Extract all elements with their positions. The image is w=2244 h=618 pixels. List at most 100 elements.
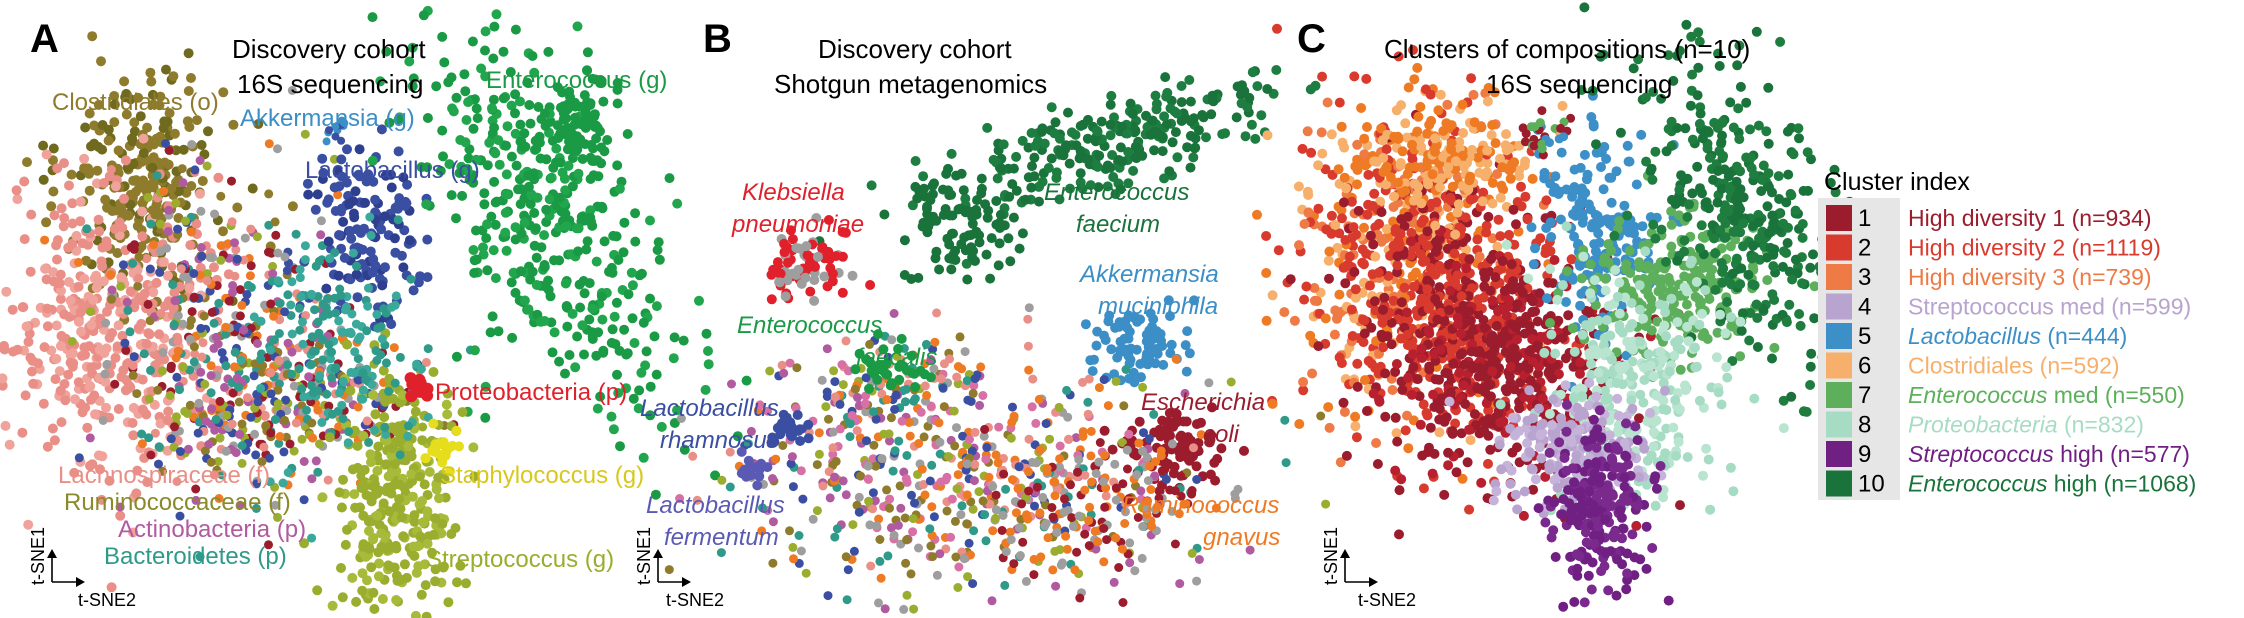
scatter-point xyxy=(368,587,379,598)
scatter-point xyxy=(395,352,405,362)
scatter-point xyxy=(324,309,334,319)
scatter-point xyxy=(1159,111,1170,122)
scatter-point xyxy=(196,367,206,377)
scatter-point xyxy=(501,245,512,256)
scatter-point xyxy=(1231,112,1242,123)
scatter-point xyxy=(1250,133,1261,144)
scatter-point xyxy=(958,185,969,196)
scatter-point xyxy=(579,349,589,360)
scatter-point xyxy=(1091,340,1102,351)
scatter-point xyxy=(1125,538,1135,548)
scatter-point xyxy=(311,261,321,271)
scatter-point xyxy=(246,282,256,292)
scatter-point xyxy=(1035,508,1045,518)
scatter-point xyxy=(239,325,249,335)
scatter-point xyxy=(1261,231,1272,241)
scatter-point xyxy=(269,311,279,321)
scatter-point xyxy=(928,552,938,562)
scatter-point xyxy=(1119,333,1130,344)
scatter-point xyxy=(48,267,59,278)
scatter-point xyxy=(228,119,239,130)
scatter-point xyxy=(451,425,462,436)
scatter-point xyxy=(822,344,832,354)
scatter-point xyxy=(173,224,183,234)
scatter-point xyxy=(985,273,996,284)
scatter-point xyxy=(135,111,146,122)
scatter-point xyxy=(317,418,327,427)
scatter-point xyxy=(437,31,448,42)
scatter-point xyxy=(918,171,929,182)
scatter-point xyxy=(925,476,935,486)
scatter-point xyxy=(222,410,232,420)
scatter-point xyxy=(1064,434,1074,444)
scatter-point xyxy=(821,402,831,412)
scatter-point xyxy=(113,145,124,156)
scatter-point xyxy=(854,492,864,502)
scatter-point xyxy=(515,119,526,130)
scatter-point xyxy=(221,322,231,332)
scatter-point xyxy=(58,221,69,232)
scatter-point xyxy=(1320,313,1331,324)
scatter-point xyxy=(237,419,247,429)
scatter-point xyxy=(1392,260,1403,271)
scatter-point xyxy=(1236,98,1247,109)
scatter-point xyxy=(988,482,998,491)
scatter-point xyxy=(381,358,391,368)
scatter-point xyxy=(998,510,1008,520)
scatter-point xyxy=(1176,97,1187,108)
scatter-point xyxy=(102,306,112,317)
scatter-point xyxy=(422,506,433,517)
scatter-point xyxy=(1039,138,1050,149)
scatter-point xyxy=(1402,329,1413,340)
scatter-point xyxy=(273,144,282,154)
scatter-point xyxy=(94,226,105,237)
scatter-point xyxy=(849,546,859,556)
scatter-point xyxy=(1056,560,1066,570)
scatter-point xyxy=(841,490,851,500)
scatter-point xyxy=(980,424,990,434)
scatter-point xyxy=(273,248,283,258)
scatter-point xyxy=(280,252,290,262)
scatter-point xyxy=(424,467,435,477)
scatter-point xyxy=(128,175,139,186)
scatter-point xyxy=(1207,90,1218,101)
scatter-point xyxy=(1105,130,1116,141)
scatter-point xyxy=(872,374,883,385)
scatter-point xyxy=(536,242,547,253)
scatter-point xyxy=(51,353,62,364)
scatter-point xyxy=(366,230,376,240)
scatter-point xyxy=(906,569,916,579)
scatter-point xyxy=(1147,115,1158,126)
scatter-point xyxy=(1181,416,1192,427)
scatter-point xyxy=(359,223,369,234)
scatter-point xyxy=(1399,282,1410,293)
scatter-point xyxy=(76,326,87,337)
scatter-point xyxy=(141,409,152,420)
scatter-point xyxy=(1094,457,1104,467)
scatter-point xyxy=(196,206,206,216)
scatter-point xyxy=(1392,436,1403,447)
scatter-point xyxy=(189,269,199,278)
scatter-point xyxy=(134,183,144,194)
scatter-point xyxy=(828,443,838,453)
scatter-point xyxy=(1062,385,1072,395)
scatter-point xyxy=(167,262,177,272)
scatter-point xyxy=(259,410,270,421)
scatter-point xyxy=(186,315,196,325)
scatter-point xyxy=(148,287,159,298)
scatter-point xyxy=(379,412,390,423)
scatter-point xyxy=(253,397,263,407)
scatter-point xyxy=(812,251,823,262)
scatter-point xyxy=(359,464,370,475)
scatter-point xyxy=(955,332,965,342)
scatter-point xyxy=(962,490,972,500)
scatter-point xyxy=(128,158,139,169)
scatter-point xyxy=(100,194,111,205)
scatter-point xyxy=(221,446,231,456)
scatter-point xyxy=(1307,368,1318,379)
scatter-point xyxy=(352,292,363,303)
scatter-point xyxy=(962,519,972,529)
scatter-point xyxy=(1549,255,1560,265)
scatter-point xyxy=(207,307,217,317)
scatter-point xyxy=(161,139,170,148)
